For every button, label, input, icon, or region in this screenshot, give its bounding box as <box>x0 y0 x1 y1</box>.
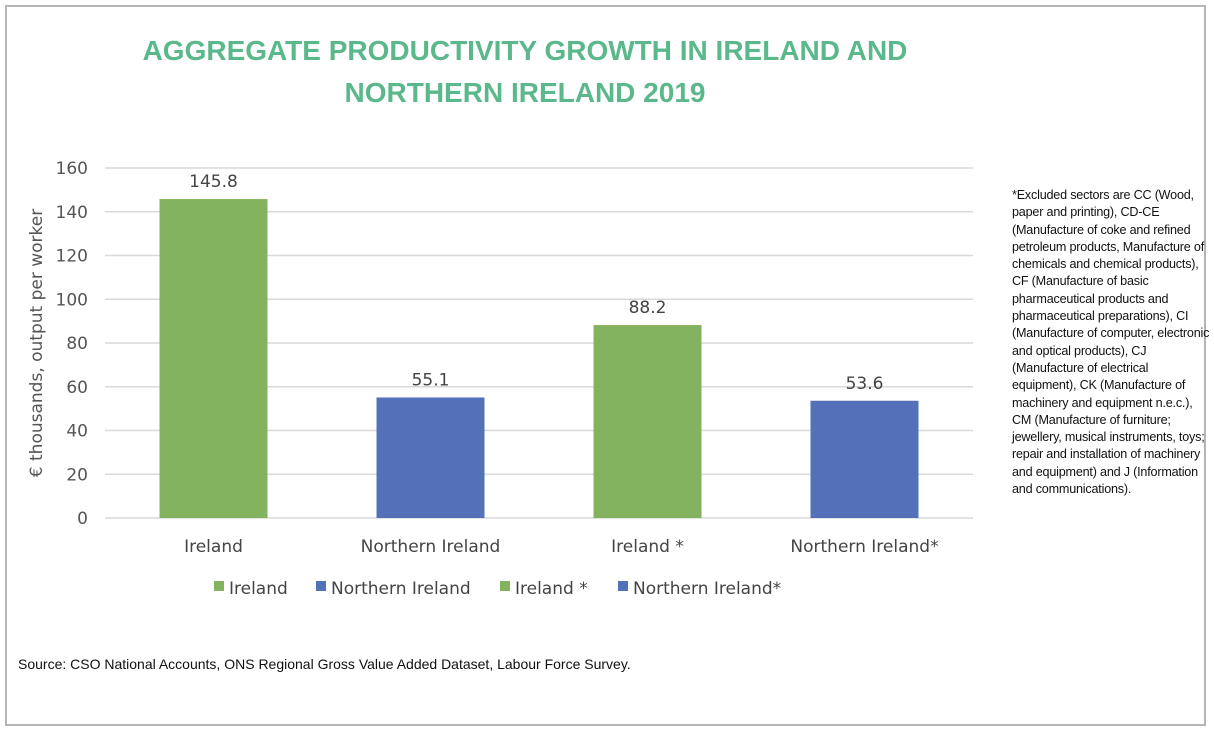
data-label: 53.6 <box>846 374 884 394</box>
bar <box>376 397 485 518</box>
source-note: Source: CSO National Accounts, ONS Regio… <box>18 656 631 672</box>
x-tick-label: Ireland <box>184 537 243 557</box>
bar <box>593 325 702 518</box>
legend-label: Northern Ireland <box>331 579 471 599</box>
legend-label: Ireland * <box>515 579 588 599</box>
y-tick-label: 160 <box>56 159 88 179</box>
y-axis-label: € thousands, output per worker <box>27 209 47 477</box>
bar <box>159 199 268 518</box>
x-tick-label: Northern Ireland <box>361 537 501 557</box>
y-tick-label: 40 <box>66 422 88 442</box>
y-tick-label: 20 <box>66 465 88 485</box>
chart-title: AGGREGATE PRODUCTIVITY GROWTH IN IRELAND… <box>142 35 908 108</box>
legend-swatch <box>316 581 326 591</box>
y-tick-label: 60 <box>66 378 88 398</box>
legend-label: Ireland <box>229 579 288 599</box>
chart-frame <box>5 5 1206 726</box>
data-label: 88.2 <box>629 298 667 318</box>
y-tick-label: 120 <box>56 247 88 267</box>
data-label: 145.8 <box>189 172 238 192</box>
data-label: 55.1 <box>412 370 450 390</box>
y-tick-label: 140 <box>56 203 88 223</box>
bar <box>810 400 919 518</box>
y-tick-label: 80 <box>66 334 88 354</box>
y-tick-label: 0 <box>77 509 88 529</box>
legend-swatch <box>618 581 628 591</box>
y-tick-label: 100 <box>56 290 88 310</box>
footnote: *Excluded sectors are CC (Wood, paper an… <box>1012 188 1210 497</box>
legend-swatch <box>214 581 224 591</box>
x-tick-label: Northern Ireland* <box>790 537 938 557</box>
legend-swatch <box>500 581 510 591</box>
x-tick-label: Ireland * <box>611 537 684 557</box>
legend-label: Northern Ireland* <box>633 579 781 599</box>
